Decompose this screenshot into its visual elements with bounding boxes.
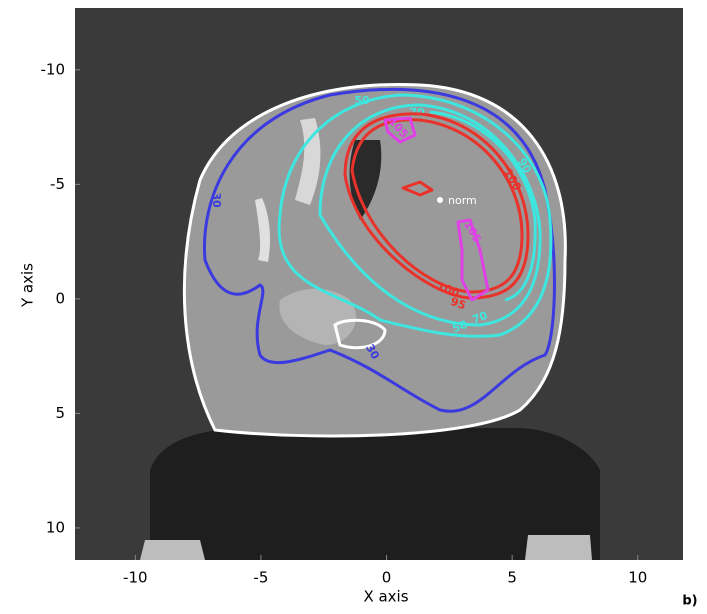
x-tick-label: -10 — [123, 569, 148, 587]
y-tick-label: 5 — [55, 404, 65, 422]
x-axis-label: X axis — [363, 588, 408, 606]
x-tick-label: 5 — [507, 569, 517, 587]
y-tick-label: 0 — [55, 289, 65, 307]
x-tick-label: 10 — [628, 569, 647, 587]
x-tick-label: 0 — [382, 569, 392, 587]
annotation: norm — [448, 194, 477, 207]
contour-label: 50 — [354, 94, 370, 107]
x-tick-label: -5 — [253, 569, 268, 587]
chart: 3030505070709095100100105105 norm X axis… — [0, 0, 707, 610]
y-axis-label: Y axis — [19, 263, 37, 308]
y-tick-label: -10 — [41, 60, 66, 78]
contour-label: 30 — [210, 192, 223, 208]
norm-point — [437, 197, 443, 203]
panel-label: b) — [682, 594, 697, 609]
y-tick-label: -5 — [50, 175, 65, 193]
y-tick-label: 10 — [46, 518, 65, 536]
